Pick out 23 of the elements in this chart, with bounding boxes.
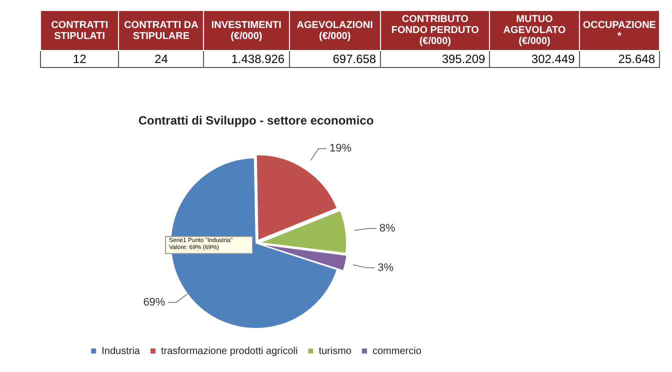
- chart-title: Contratti di Sviluppo - settore economico: [138, 114, 374, 128]
- category-label: AGEVOLAZIONI (€/000): [289, 10, 381, 50]
- data-label: 8%: [379, 222, 396, 235]
- category-label: INVESTIMENTI (€/000): [204, 10, 290, 50]
- category-label: CONTRATTI STIPULATI: [40, 10, 119, 50]
- data-label: 395.209: [380, 50, 490, 68]
- category-label: MUTUO AGEVOLATO (€/000): [490, 10, 580, 50]
- category-label: OCCUPAZIONE *: [579, 10, 660, 50]
- data-label: 19%: [329, 142, 352, 155]
- data-label: 697.658: [289, 50, 381, 68]
- category-label: CONTRIBUTO FONDO PERDUTO (€/000): [380, 10, 490, 50]
- category-label: CONTRATTI DA STIPULARE: [118, 10, 204, 50]
- legend-label: Industria: [102, 346, 140, 357]
- legend-label: trasformazione prodotti agricoli: [160, 346, 298, 357]
- data-label: 1.438.926: [204, 50, 290, 68]
- data-label: 69%: [143, 296, 166, 308]
- data-label: 302.449: [490, 50, 580, 68]
- legend-label: commercio: [372, 346, 422, 357]
- data-label: 12: [40, 50, 119, 68]
- legend-label: turismo: [318, 346, 352, 357]
- data-label: 25.648: [579, 50, 660, 68]
- data-label: 24: [118, 50, 204, 68]
- data-label: 3%: [378, 262, 394, 274]
